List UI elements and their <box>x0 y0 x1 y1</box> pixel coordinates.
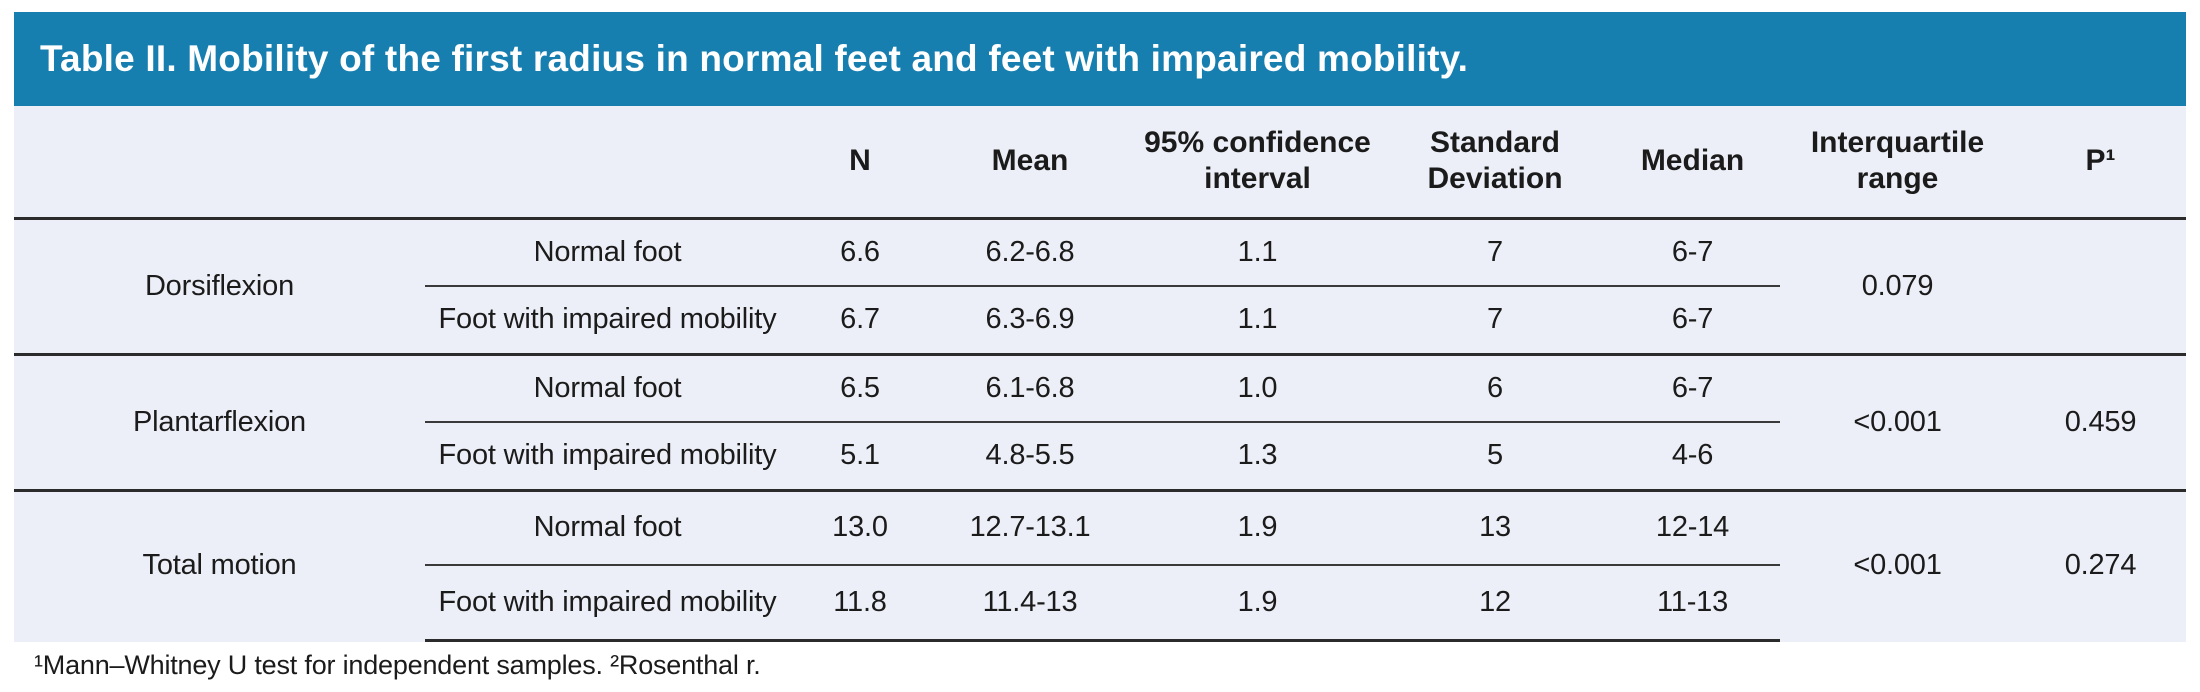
table-row: Foot with impaired mobility 5.1 4.8-5.5 … <box>14 421 2186 490</box>
cell-ci: 1.3 <box>1130 421 1385 490</box>
cell-sd: 7 <box>1385 216 1605 286</box>
column-header-sd: Standard Deviation <box>1385 106 1605 220</box>
cell-mean: 6.1-6.8 <box>930 352 1130 422</box>
cell-median: 6-7 <box>1605 352 1780 422</box>
cell-n: 11.8 <box>790 564 930 642</box>
cell-n: 6.5 <box>790 352 930 422</box>
column-header-p: P¹ <box>2015 106 2186 220</box>
group-label-total-motion: Total motion <box>14 488 425 640</box>
table-figure: Table II. Mobility of the first radius i… <box>14 12 2186 642</box>
cell-iqr: 0.079 <box>1780 216 2015 354</box>
column-header-ci: 95% confidence interval <box>1130 106 1385 220</box>
header-row: N Mean 95% confidence interval Standard … <box>14 106 2186 220</box>
table-footnote: ¹Mann–Whitney U test for independent sam… <box>34 650 761 680</box>
table-title: Table II. Mobility of the first radius i… <box>40 38 1469 79</box>
cell-n: 6.6 <box>790 216 930 286</box>
cell-sd: 5 <box>1385 421 1605 490</box>
cell-ci: 1.1 <box>1130 216 1385 286</box>
row-label: Normal foot <box>425 216 790 286</box>
cell-mean: 6.2-6.8 <box>930 216 1130 286</box>
cell-mean: 6.3-6.9 <box>930 285 1130 354</box>
cell-median: 6-7 <box>1605 285 1780 354</box>
row-label: Foot with impaired mobility <box>425 421 790 490</box>
column-header-median: Median <box>1605 106 1780 220</box>
cell-iqr: <0.001 <box>1780 352 2015 490</box>
row-label: Normal foot <box>425 488 790 565</box>
row-label: Foot with impaired mobility <box>425 564 790 642</box>
cell-sd: 6 <box>1385 352 1605 422</box>
cell-sd: 13 <box>1385 488 1605 565</box>
cell-median: 6-7 <box>1605 216 1780 286</box>
cell-p <box>2015 216 2186 354</box>
cell-sd: 12 <box>1385 564 1605 642</box>
cell-p: 0.274 <box>2015 488 2186 640</box>
group-label-plantarflexion: Plantarflexion <box>14 352 425 490</box>
statistics-table: N Mean 95% confidence interval Standard … <box>14 106 2186 642</box>
table-row: Foot with impaired mobility 6.7 6.3-6.9 … <box>14 285 2186 354</box>
group-label-dorsiflexion: Dorsiflexion <box>14 216 425 354</box>
row-label: Normal foot <box>425 352 790 422</box>
column-header-iqr: Interquartile range <box>1780 106 2015 220</box>
row-label: Foot with impaired mobility <box>425 285 790 354</box>
cell-median: 4-6 <box>1605 421 1780 490</box>
cell-median: 12-14 <box>1605 488 1780 565</box>
cell-sd: 7 <box>1385 285 1605 354</box>
cell-n: 13.0 <box>790 488 930 565</box>
cell-mean: 12.7-13.1 <box>930 488 1130 565</box>
cell-p: 0.459 <box>2015 352 2186 490</box>
cell-ci: 1.9 <box>1130 488 1385 565</box>
cell-n: 6.7 <box>790 285 930 354</box>
header-spacer-sublabel <box>425 106 790 220</box>
cell-mean: 4.8-5.5 <box>930 421 1130 490</box>
column-header-mean: Mean <box>930 106 1130 220</box>
cell-ci: 1.9 <box>1130 564 1385 642</box>
cell-n: 5.1 <box>790 421 930 490</box>
header-spacer-group <box>14 106 425 220</box>
column-header-n: N <box>790 106 930 220</box>
table-row: Foot with impaired mobility 11.8 11.4-13… <box>14 564 2186 642</box>
cell-ci: 1.0 <box>1130 352 1385 422</box>
cell-ci: 1.1 <box>1130 285 1385 354</box>
cell-median: 11-13 <box>1605 564 1780 642</box>
table-row: Plantarflexion Normal foot 6.5 6.1-6.8 1… <box>14 352 2186 490</box>
cell-iqr: <0.001 <box>1780 488 2015 640</box>
cell-mean: 11.4-13 <box>930 564 1130 642</box>
table-title-bar: Table II. Mobility of the first radius i… <box>14 12 2186 106</box>
table-row: Dorsiflexion Normal foot 6.6 6.2-6.8 1.1… <box>14 216 2186 354</box>
table-row: Total motion Normal foot 13.0 12.7-13.1 … <box>14 488 2186 640</box>
